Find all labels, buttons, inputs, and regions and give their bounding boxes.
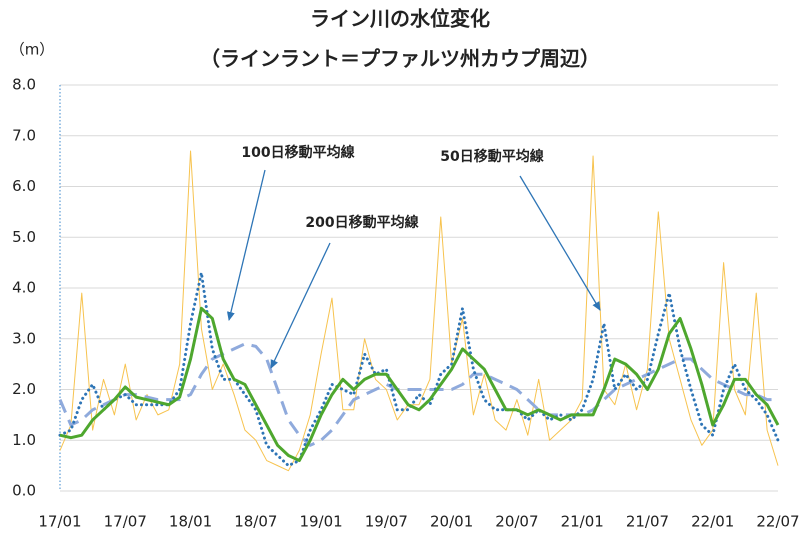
y-tick-label: 6.0	[12, 177, 36, 195]
y-tick-label: 2.0	[12, 380, 36, 398]
y-tick-label: 8.0	[12, 76, 36, 94]
x-tick-label: 20/01	[430, 513, 473, 531]
x-tick-label: 22/01	[691, 513, 734, 531]
series-line	[59, 306, 780, 463]
y-tick-label: 7.0	[12, 126, 36, 144]
chart-subtitle: （ラインラント＝プファルツ州カウプ周辺）	[200, 47, 600, 71]
arrow	[519, 175, 601, 311]
annotation: 100日移動平均線	[241, 144, 354, 161]
x-tick-label: 20/07	[495, 513, 538, 531]
x-tick-label: 18/01	[169, 513, 212, 531]
series-line	[59, 150, 779, 472]
x-tick-label: 21/01	[561, 513, 604, 531]
grid	[60, 84, 778, 492]
series-line	[58, 342, 778, 447]
y-tick-label: 1.0	[12, 431, 36, 449]
y-tick-label: 0.0	[12, 482, 36, 500]
x-tick-label: 18/07	[234, 513, 277, 531]
x-tick-label: 22/07	[756, 513, 799, 531]
x-tick-label: 17/01	[38, 513, 81, 531]
x-tick-label: 19/07	[365, 513, 408, 531]
x-tick-label: 17/07	[104, 513, 147, 531]
x-tick-label: 21/07	[626, 513, 669, 531]
arrow	[270, 242, 331, 369]
series-line	[58, 271, 780, 468]
y-tick-label: 3.0	[12, 329, 36, 347]
annotation: 50日移動平均線	[440, 148, 543, 165]
arrow	[226, 169, 266, 321]
lines	[58, 150, 780, 472]
y-axis-label: （m）	[10, 41, 55, 59]
x-tick-label: 19/01	[299, 513, 342, 531]
annotation: 200日移動平均線	[305, 214, 418, 231]
chart-title: ライン川の水位変化	[310, 7, 490, 31]
y-tick-label: 4.0	[12, 279, 36, 297]
y-tick-label: 5.0	[12, 228, 36, 246]
